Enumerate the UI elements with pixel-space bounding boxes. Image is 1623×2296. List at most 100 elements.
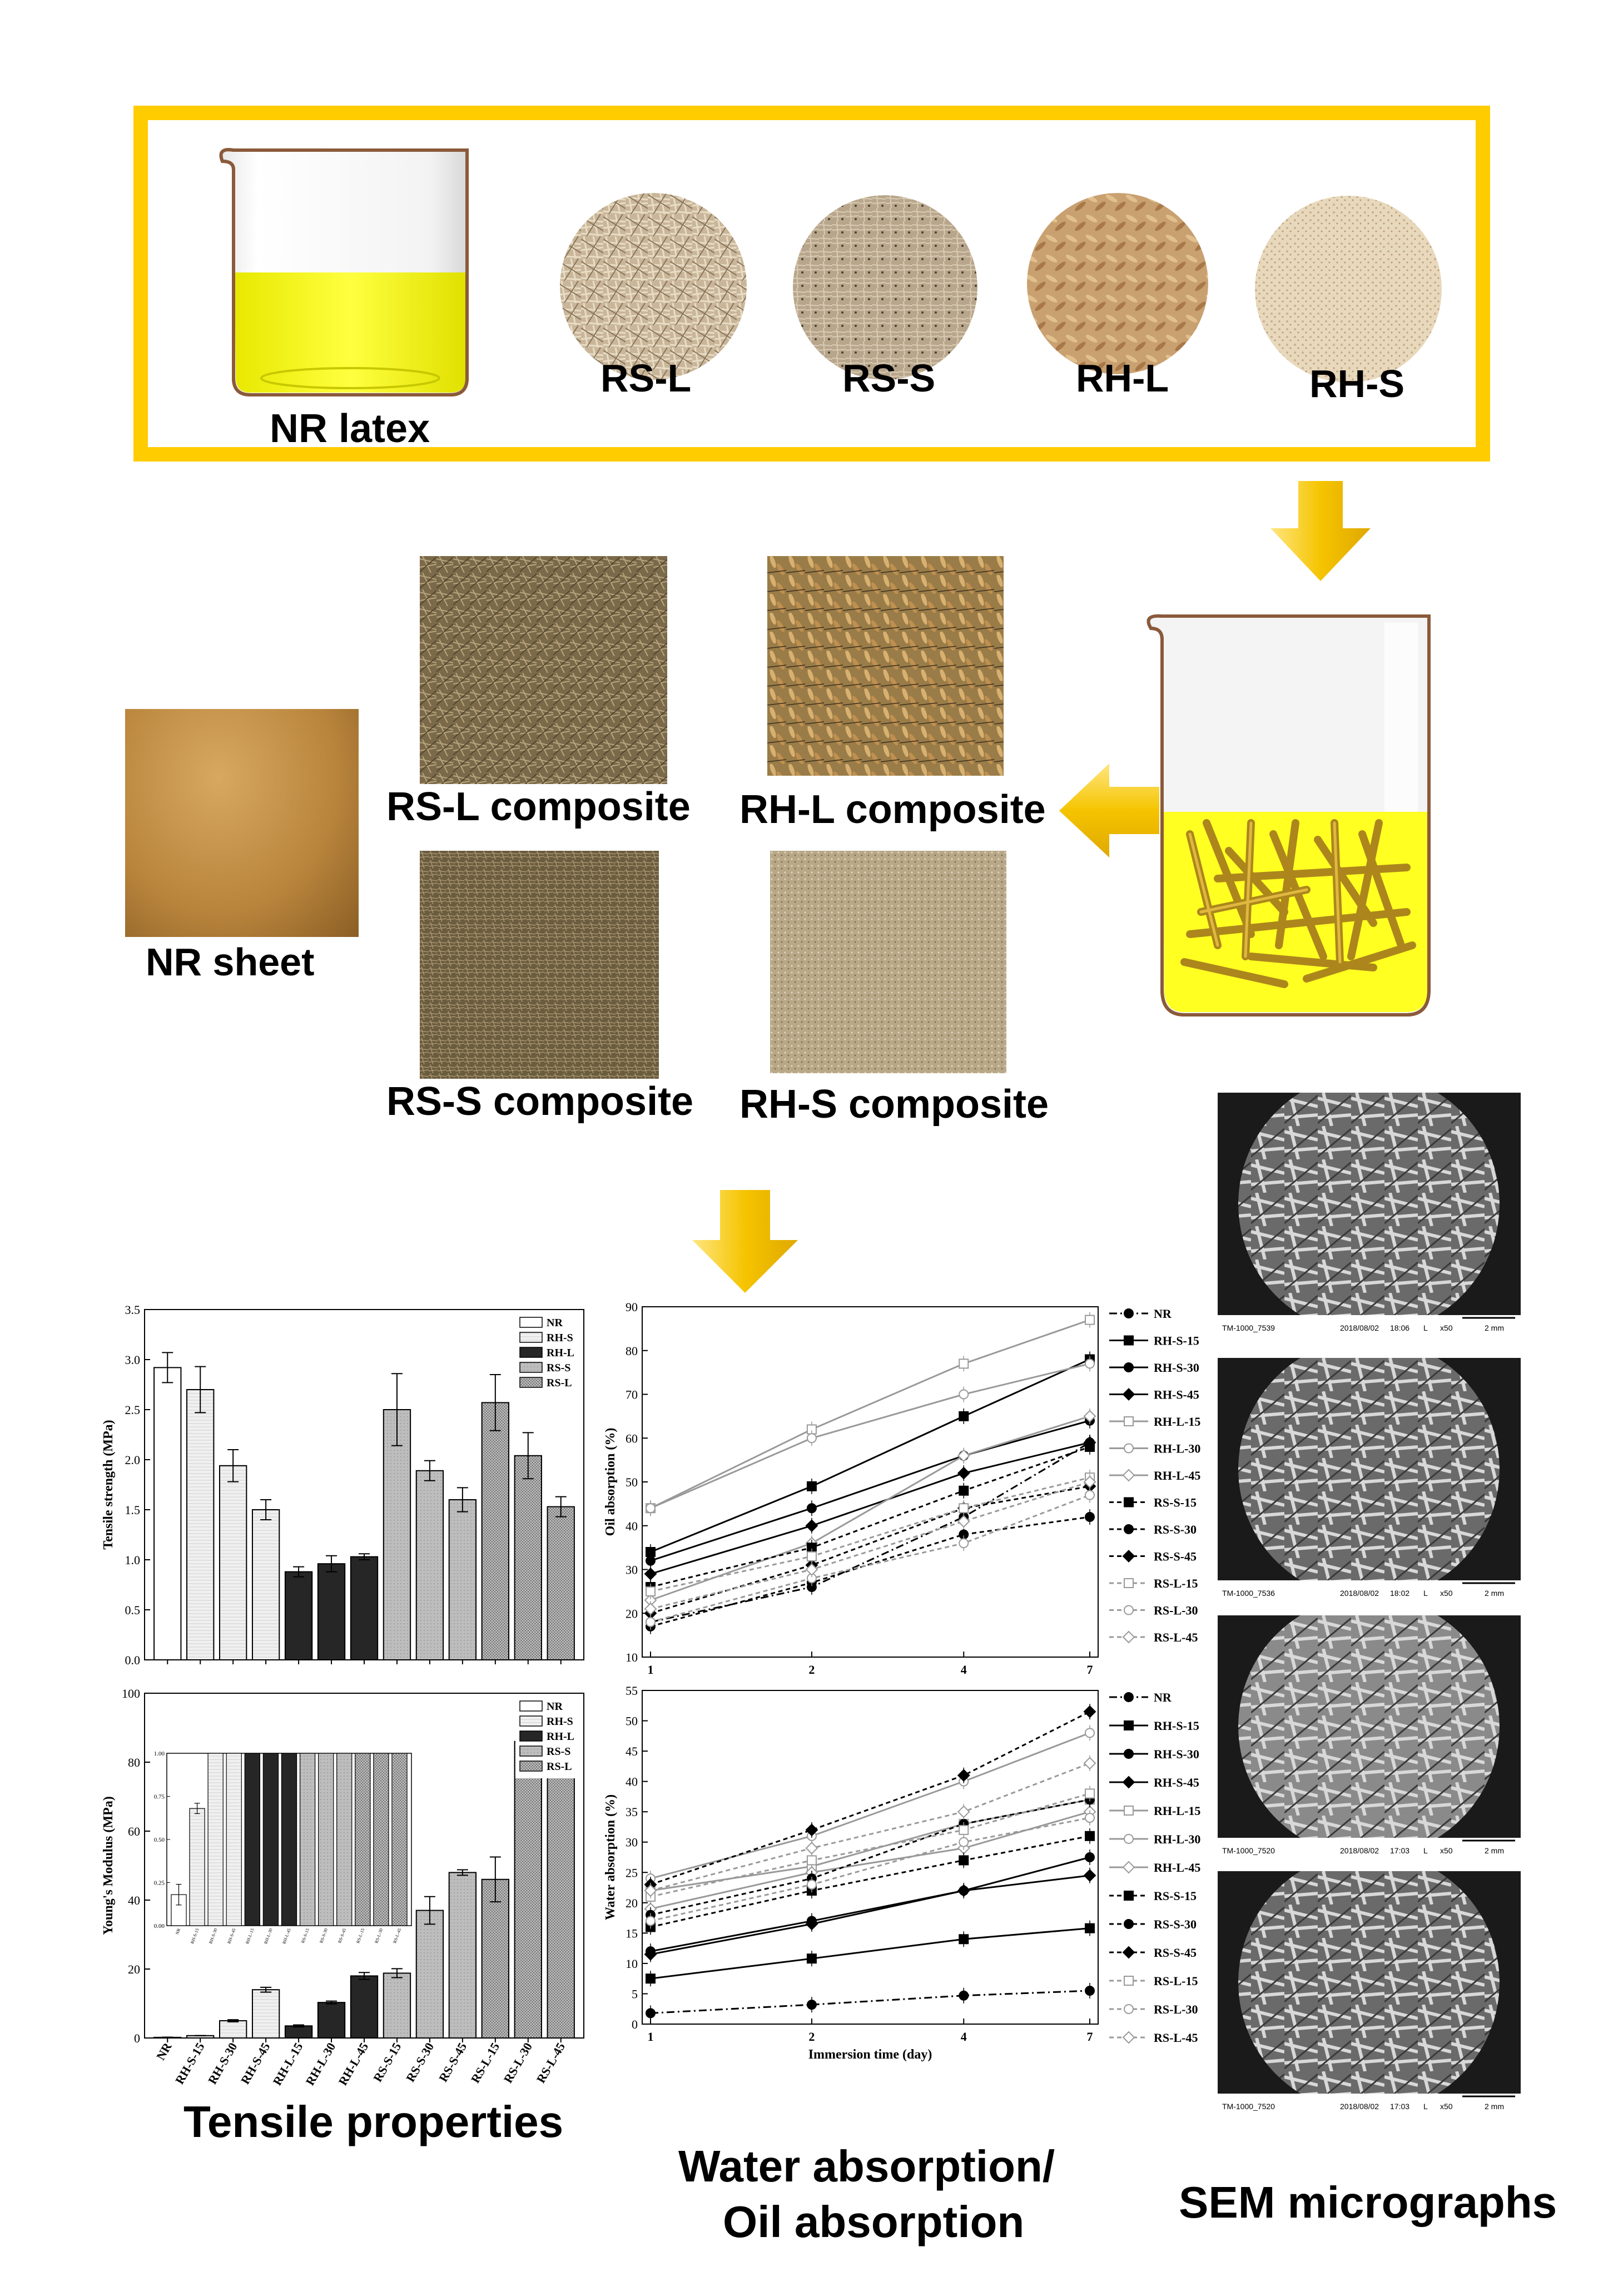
y-tick-label: 10 [626, 1957, 638, 1971]
inset-bar-RS-L-15 [355, 1753, 371, 1926]
legend-marker [1122, 1630, 1135, 1644]
y-tick-label: 45 [626, 1744, 638, 1758]
inset-x-tick-label: RH-L-15 [245, 1928, 255, 1945]
series-line-RS-S-45 [650, 1485, 1090, 1614]
y-tick-label: 3.5 [125, 1303, 141, 1317]
point-RS-L-30 [806, 1880, 817, 1890]
legend-label: RS-S [547, 1362, 570, 1374]
y-tick-label: 50 [626, 1475, 638, 1489]
series-line-RS-L-30 [650, 1817, 1090, 1922]
legend-label: RS-L-30 [1154, 1604, 1198, 1618]
fiber-rs-l-photo [560, 193, 747, 380]
y-tick-label: 25 [626, 1866, 638, 1880]
sem-caption-bar [1218, 1838, 1521, 1860]
bar-RH-L-15 [284, 2025, 313, 2039]
legend-label: RS-L [547, 1377, 572, 1389]
y-tick-label: 30 [626, 1836, 638, 1849]
legend-label: RS-S-45 [1154, 1946, 1197, 1960]
plot-frame [642, 1690, 1099, 2025]
point-RH-S-15 [806, 1953, 817, 1964]
y-tick-label: 20 [626, 1606, 638, 1620]
point-RS-L-45 [805, 1563, 818, 1576]
x-tick-label: 7 [1087, 1663, 1093, 1677]
y-tick-label: 40 [128, 1893, 140, 1907]
legend-swatch [519, 1377, 543, 1388]
x-tick-label: RS-L-15 [468, 2040, 502, 2085]
point-RH-L-30 [806, 1433, 817, 1444]
sem-magnification: x50 [1440, 1323, 1453, 1332]
fiber-rs-s-photo [793, 195, 977, 380]
y-tick-label: 40 [626, 1519, 638, 1533]
mixing-beaker [1146, 614, 1431, 1016]
legend-swatch [519, 1317, 543, 1328]
legend-swatch [519, 1362, 543, 1373]
legend-swatch [519, 1700, 543, 1712]
point-RH-S-45 [644, 1948, 657, 1961]
sem-image-id: TM-1000_7520 [1222, 2102, 1275, 2111]
legend-label: RS-L-15 [1154, 1974, 1198, 1988]
y-axis-label: Young's Modulus (MPa) [101, 1796, 116, 1935]
y-axis-label: Tensile strength (MPa) [101, 1420, 116, 1549]
inset-bar-RH-S-45 [226, 1753, 242, 1926]
y-tick-label: 50 [626, 1714, 638, 1728]
y-tick-label: 70 [626, 1388, 638, 1402]
fiber-rh-l-photo [1027, 193, 1208, 374]
input-materials-frame [133, 106, 1490, 462]
nr-sheet-label: NR sheet [146, 940, 315, 984]
water-absorption-chart: 0 5 10 15 20 25 30 35 40 45 50 55 1 2 4 7 Water absorpti… [603, 1684, 1200, 2062]
x-axis-label: Immersion time (day) [808, 2047, 932, 2062]
x-tick-label: 2 [808, 2030, 815, 2044]
point-RS-L-45 [957, 1515, 970, 1528]
legend-label: RH-S [547, 1332, 573, 1344]
bar-RS-S-45 [448, 1499, 477, 1660]
x-tick-label: RH-S-30 [205, 2040, 240, 2086]
y-tick-label: 90 [626, 1301, 638, 1314]
bar-RS-S-30 [415, 1470, 444, 1660]
legend-marker [1122, 1469, 1135, 1482]
sem-image [1238, 1615, 1500, 1857]
sem-micrographs-label: SEM micrographs [1179, 2178, 1557, 2227]
series-line-RS-S-45 [650, 1710, 1090, 1886]
point-NR [646, 2008, 656, 2019]
legend-marker [1124, 1891, 1134, 1901]
legend-label: RS-S-45 [1154, 1550, 1197, 1564]
point-RH-S-15 [959, 1411, 969, 1421]
x-tick-label: 7 [1087, 2030, 1093, 2044]
legend-marker [1124, 1976, 1134, 1986]
series-line-RH-S-15 [650, 1358, 1090, 1553]
inset-x-tick-label: RH-L-30 [263, 1928, 273, 1945]
y-tick-label: 30 [626, 1563, 638, 1577]
point-RS-L-30 [1085, 1490, 1095, 1500]
legend-swatch [519, 1761, 543, 1772]
inset-bar-RH-L-30 [262, 1753, 279, 1926]
point-RS-S-15 [1085, 1442, 1095, 1452]
legend-label: NR [1154, 1307, 1172, 1321]
legend-label: RH-L-30 [1154, 1442, 1200, 1456]
legend-label: RH-S-30 [1154, 1747, 1199, 1761]
inset-x-tick-label: RS-S-30 [319, 1928, 329, 1944]
arrow-down-center-icon [692, 1190, 798, 1293]
legend-marker [1122, 1550, 1135, 1563]
rs-s-composite-photo [420, 851, 659, 1079]
point-RS-S-15 [959, 1485, 969, 1496]
sem-scale-label: 2 mm [1485, 1589, 1504, 1598]
rs-l-composite-photo [420, 556, 667, 784]
series-line-RS-S-30 [650, 1798, 1090, 1916]
y-tick-label: 55 [626, 1684, 638, 1698]
x-tick-label: RH-L-45 [336, 2040, 371, 2088]
legend-marker [1124, 1834, 1134, 1844]
inset-x-tick-label: RH-S-30 [208, 1928, 218, 1945]
series-line-RH-L-30 [650, 1362, 1090, 1509]
sem-image-id: TM-1000_7536 [1222, 1589, 1275, 1598]
series-line-NR [650, 1990, 1090, 2014]
legend-swatch [519, 1745, 543, 1757]
legend-label: RH-S-45 [1154, 1388, 1199, 1402]
inset-y-tick-label: 0.00 [154, 1923, 165, 1930]
sem-time: 17:03 [1390, 2102, 1409, 2111]
bar-RH-L-30 [317, 1563, 346, 1661]
bar-RH-L-15 [284, 1571, 313, 1660]
legend-marker [1124, 1578, 1134, 1588]
